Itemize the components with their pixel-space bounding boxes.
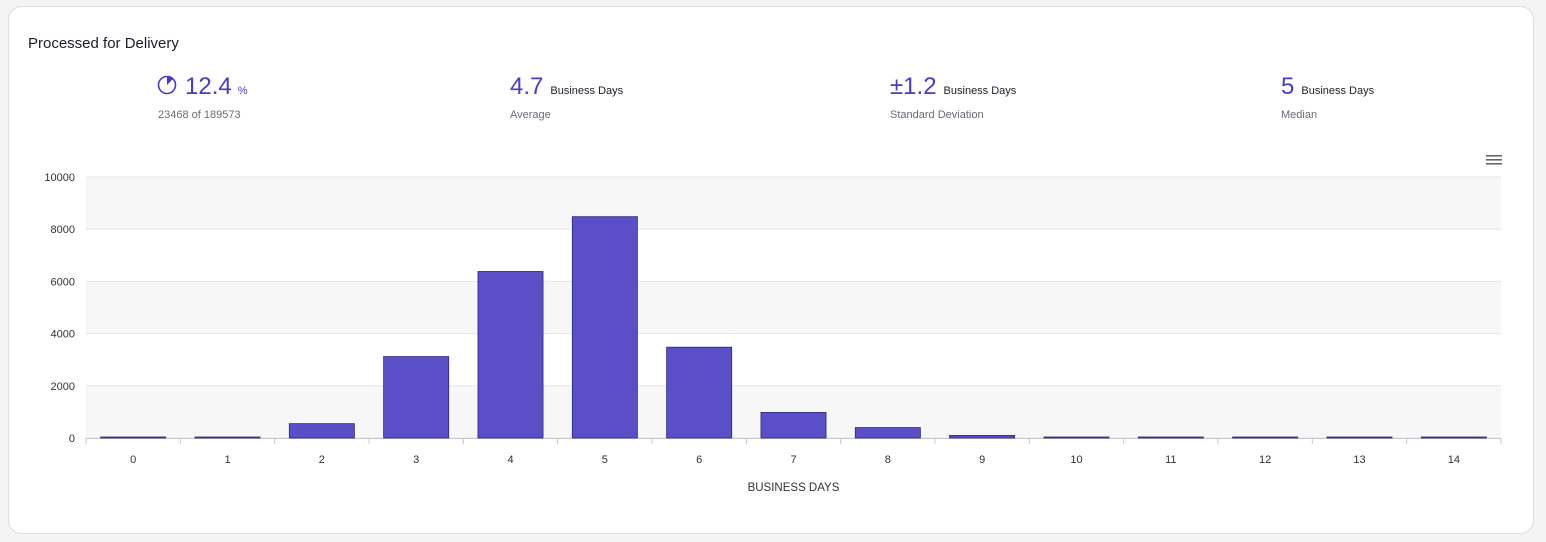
bar: [1326, 436, 1393, 439]
card-title: Processed for Delivery: [28, 35, 179, 52]
x-axis-title: BUSINESS DAYS: [748, 482, 840, 494]
x-tick-label: 7: [790, 454, 796, 466]
bar: [854, 427, 921, 439]
stat-label: Median: [1281, 109, 1318, 121]
x-tick-label: 2: [319, 454, 325, 466]
x-tick-label: 9: [979, 454, 985, 466]
hamburger-menu-icon[interactable]: [1484, 152, 1504, 168]
stat-percent: 12.4 % 23468 of 189573: [157, 73, 248, 122]
bar: [1232, 436, 1299, 439]
stat-label: 23468 of 189573: [158, 109, 241, 121]
x-tick-label: 8: [885, 454, 891, 466]
y-tick-label: 2000: [51, 381, 75, 393]
bar: [1043, 436, 1110, 439]
x-tick-label: 1: [224, 454, 230, 466]
chart-card: Processed for Delivery 12.4 % 23468 of 1…: [8, 6, 1534, 534]
plot-band: [86, 281, 1501, 334]
x-tick-label: 14: [1448, 454, 1460, 466]
bar: [949, 434, 1016, 439]
x-tick-label: 10: [1070, 454, 1082, 466]
stat-value: 4.7: [510, 73, 544, 100]
x-tick-label: 12: [1259, 454, 1271, 466]
bar: [194, 436, 261, 439]
stat-unit: Business Days: [550, 85, 624, 97]
x-tick-label: 5: [602, 454, 608, 466]
pie-progress-icon: [157, 75, 177, 95]
bar: [100, 436, 167, 439]
stat-value: 12.4: [185, 73, 232, 100]
x-tick-label: 13: [1353, 454, 1365, 466]
x-tick-label: 0: [130, 454, 136, 466]
bar: [288, 423, 355, 439]
y-tick-label: 4000: [51, 329, 75, 341]
bar: [1137, 436, 1204, 439]
y-tick-label: 0: [69, 433, 75, 445]
stat-unit: Business Days: [943, 85, 1017, 97]
stat-label: Standard Deviation: [890, 109, 984, 121]
y-tick-label: 6000: [51, 276, 75, 288]
x-tick-label: 11: [1165, 454, 1176, 466]
x-tick-label: 3: [413, 454, 419, 466]
stat-average: 4.7 Business Days Average: [510, 73, 623, 122]
bar: [477, 271, 544, 439]
x-tick-label: 6: [696, 454, 702, 466]
y-tick-label: 8000: [51, 224, 75, 236]
bar: [383, 356, 450, 439]
bar: [666, 346, 733, 439]
stat-median: 5 Business Days Median: [1281, 73, 1374, 122]
stat-value: 5: [1281, 73, 1295, 100]
y-tick-label: 10000: [44, 172, 75, 184]
stat-std-dev: ±1.2 Business Days Standard Deviation: [890, 73, 1016, 122]
stat-value: ±1.2: [890, 73, 937, 100]
bar: [760, 412, 827, 439]
bar: [571, 216, 638, 439]
stat-label: Average: [510, 109, 551, 121]
x-tick-label: 4: [507, 454, 513, 466]
plot-band: [86, 177, 1501, 230]
bar: [1420, 436, 1487, 439]
stat-unit: %: [237, 85, 248, 97]
stat-unit: Business Days: [1301, 85, 1375, 97]
